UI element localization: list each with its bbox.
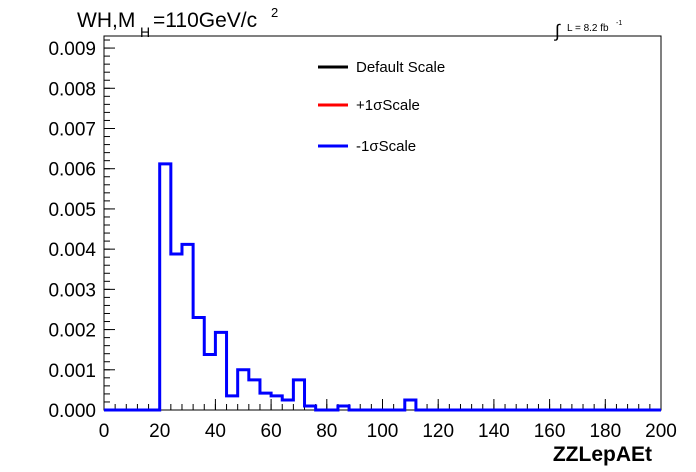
lumi-superscript: -1 (616, 20, 622, 27)
legend-label-plus1sigma: +1σScale (356, 97, 420, 114)
lumi-integral: ∫ (553, 21, 561, 41)
chart-title-value: =110GeV/c (153, 9, 257, 32)
x-tick-label: 140 (478, 421, 510, 442)
y-tick-label: 0.002 (48, 321, 96, 342)
y-tick-label: 0.000 (48, 401, 96, 422)
x-tick-label: 40 (205, 421, 226, 442)
y-tick-label: 0.004 (48, 240, 96, 261)
legend-label-minus1sigma: -1σScale (356, 138, 416, 155)
y-tick-label: 0.003 (48, 280, 96, 301)
series-layer (104, 162, 661, 412)
chart-title-prefix: WH,M (77, 9, 135, 32)
histogram-series-line (104, 162, 661, 412)
x-tick-label: 100 (367, 421, 399, 442)
x-tick-label: 80 (316, 421, 337, 442)
plot-frame (103, 35, 662, 411)
x-tick-label: 160 (534, 421, 566, 442)
chart-title-subscript: H (140, 24, 150, 40)
y-tick-label: 0.007 (48, 119, 96, 140)
x-tick-label: 120 (422, 421, 454, 442)
x-tick-label: 0 (99, 421, 110, 442)
x-axis: 0 20 40 60 80 100 120 140 160 180 200 (99, 399, 677, 442)
x-tick-label: 20 (149, 421, 170, 442)
y-axis: 0.000 0.001 0.002 0.003 0.004 0.005 0.006 0.007… (48, 39, 115, 422)
x-axis-label: ZZLepAEt (553, 443, 652, 466)
x-tick-label: 60 (261, 421, 282, 442)
y-tick-label: 0.001 (48, 361, 96, 382)
legend-label-default: Default Scale (356, 59, 445, 76)
lumi-label: L = 8.2 fb (567, 23, 609, 34)
y-tick-label: 0.006 (48, 160, 96, 181)
y-tick-label: 0.005 (48, 200, 96, 221)
legend: Default Scale +1σScale -1σScale (318, 59, 445, 155)
y-tick-label: 0.008 (48, 79, 96, 100)
chart-title-superscript: 2 (271, 5, 278, 20)
x-tick-label: 200 (645, 421, 677, 442)
y-tick-label: 0.009 (48, 39, 96, 60)
x-tick-label: 180 (589, 421, 621, 442)
